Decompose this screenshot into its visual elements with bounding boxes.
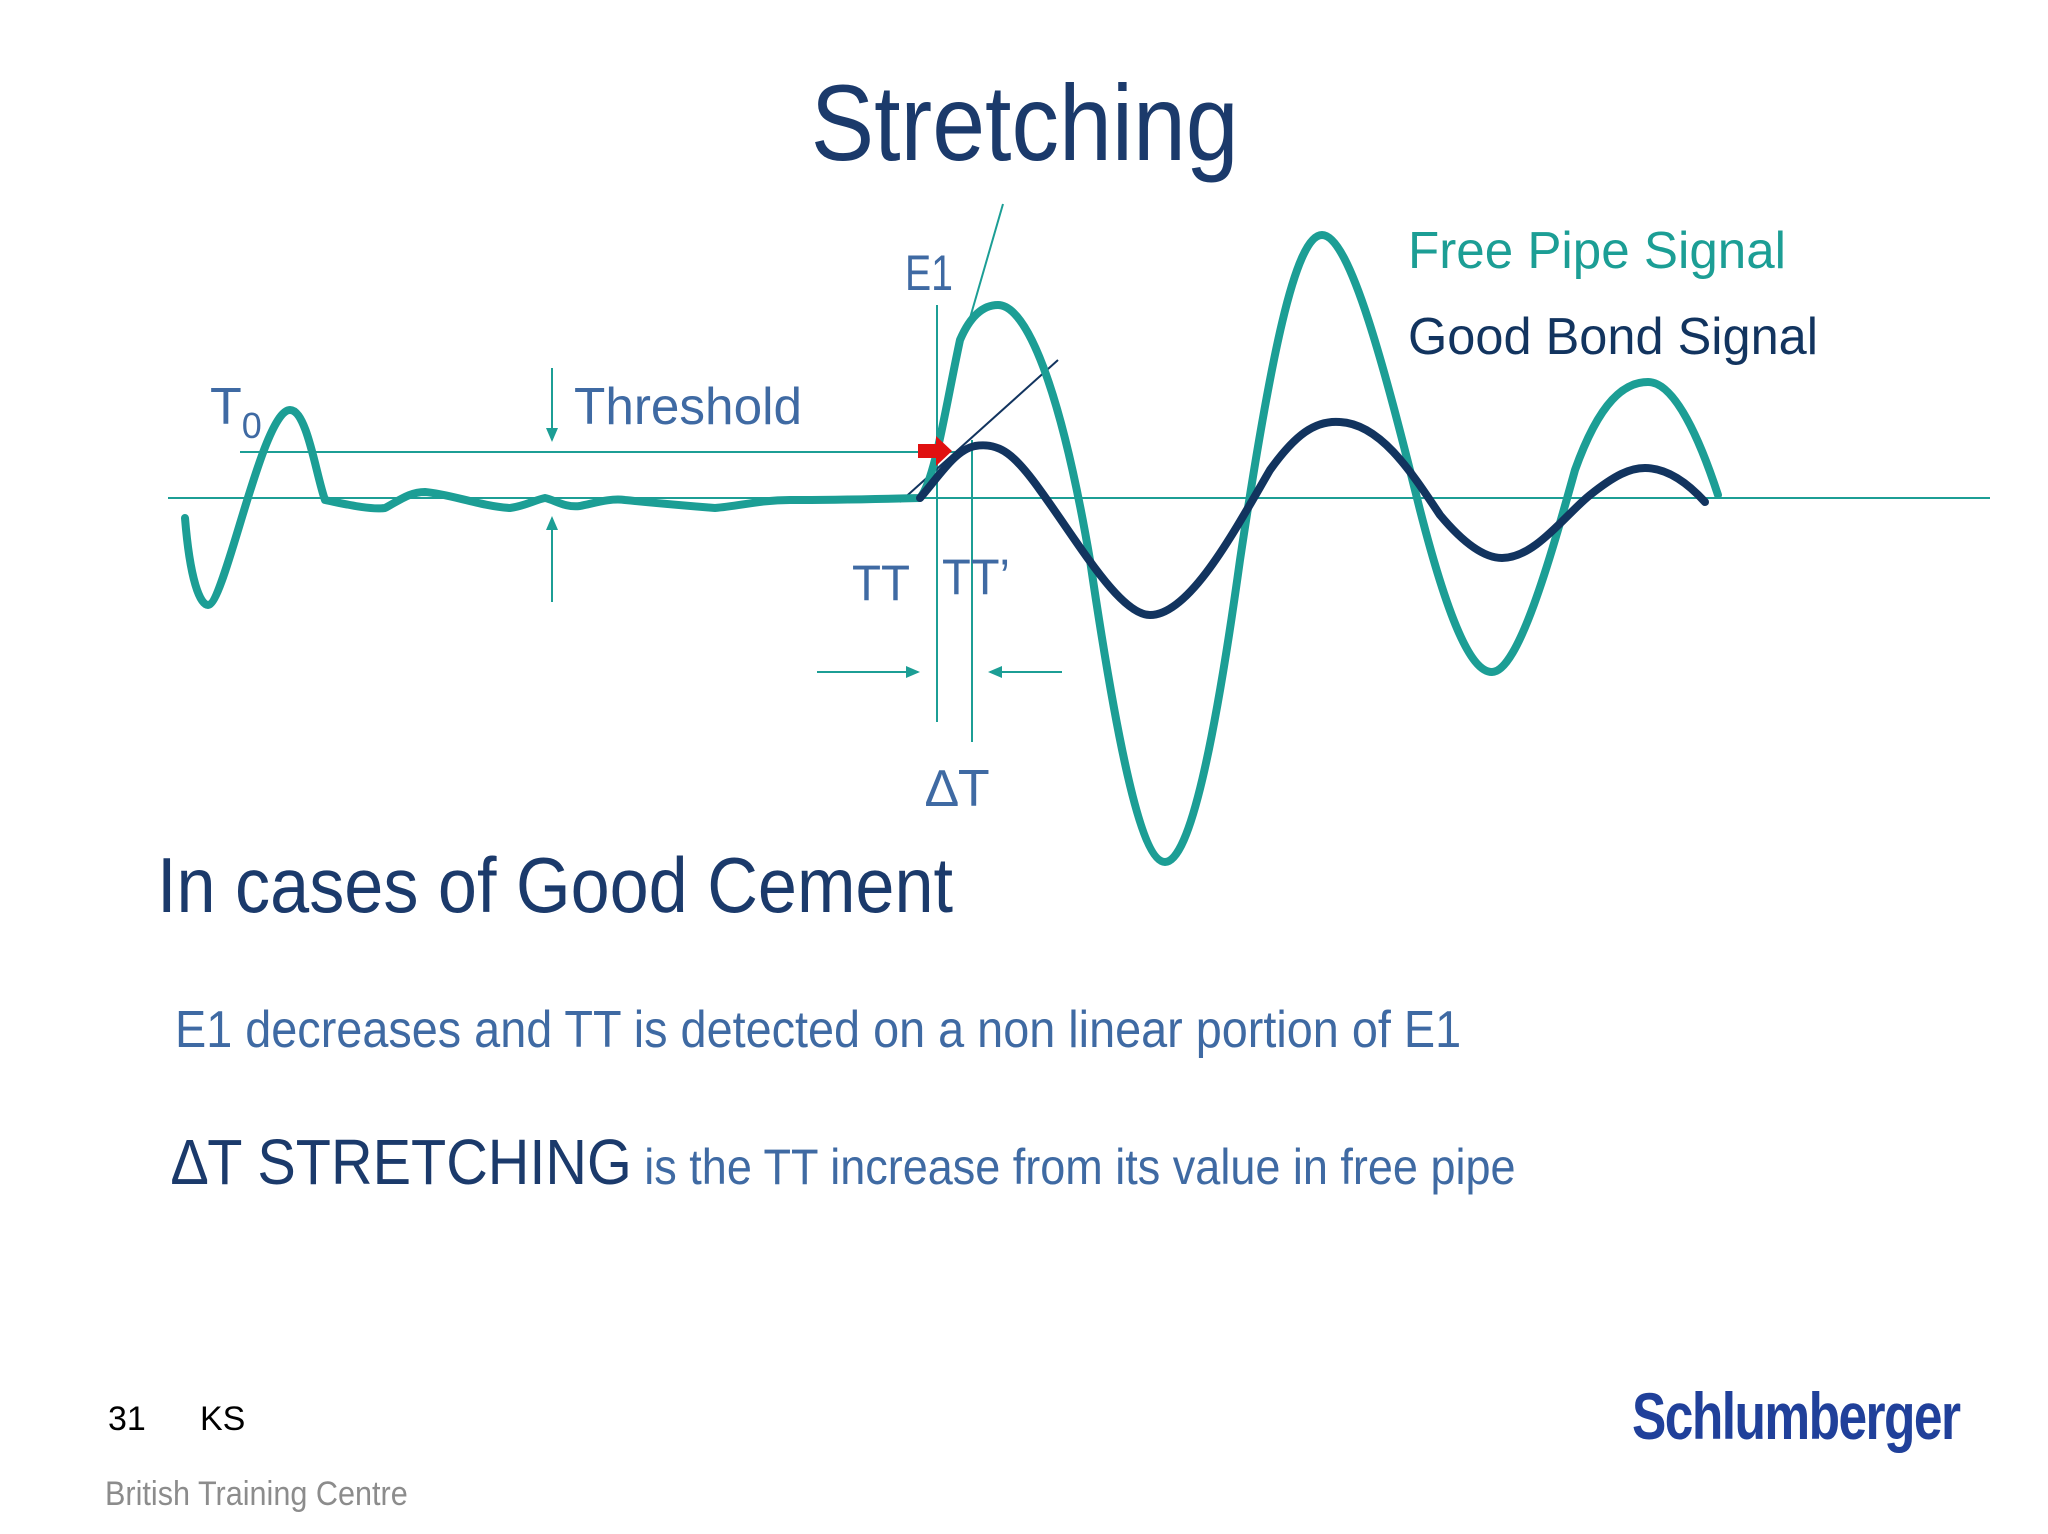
- delta-t-arrowhead-left: [906, 666, 920, 678]
- e1-label: E1: [905, 245, 953, 301]
- free-pipe-tangent: [969, 203, 1004, 319]
- training-centre: British Training Centre: [105, 1475, 408, 1513]
- threshold-arrowhead-down: [546, 428, 558, 442]
- bullet-delta-t-stretching: ∆T STRETCHING is the TT increase from it…: [172, 1125, 1516, 1199]
- delta-t-arrowhead-right: [988, 666, 1002, 678]
- delta-t-stretching-definition: is the TT increase from its value in fre…: [631, 1139, 1516, 1195]
- delta-t-label: ∆T: [926, 760, 990, 818]
- free-pipe-signal-curve: [181, 231, 1722, 866]
- delta-t-stretching-emphasis: ∆T STRETCHING: [172, 1126, 632, 1198]
- threshold-arrowhead-up: [546, 516, 558, 530]
- subheading: In cases of Good Cement: [157, 841, 954, 929]
- t0-label: T0: [210, 378, 262, 446]
- page-number: 31: [108, 1400, 146, 1438]
- legend-free-pipe: Free Pipe Signal: [1408, 222, 1786, 280]
- t0-subscript: 0: [242, 405, 262, 446]
- t0-main: T: [210, 378, 242, 436]
- slide-title: Stretching: [810, 62, 1239, 183]
- tt-prime-label: TT’: [942, 549, 1010, 605]
- bullet-e1-decreases: E1 decreases and TT is detected on a non…: [175, 1001, 1462, 1059]
- detection-point-arrow: [918, 436, 952, 466]
- tt-label: TT: [852, 555, 910, 611]
- schlumberger-logo: Schlumberger: [1632, 1379, 1961, 1453]
- good-bond-signal-curve: [916, 417, 1709, 619]
- threshold-label: Threshold: [574, 378, 802, 436]
- author-initials: KS: [200, 1400, 246, 1438]
- waveform-diagram: T0 Threshold E1 TT TT’ ∆T Free Pipe Sign…: [168, 203, 1990, 866]
- legend-good-bond: Good Bond Signal: [1408, 308, 1818, 366]
